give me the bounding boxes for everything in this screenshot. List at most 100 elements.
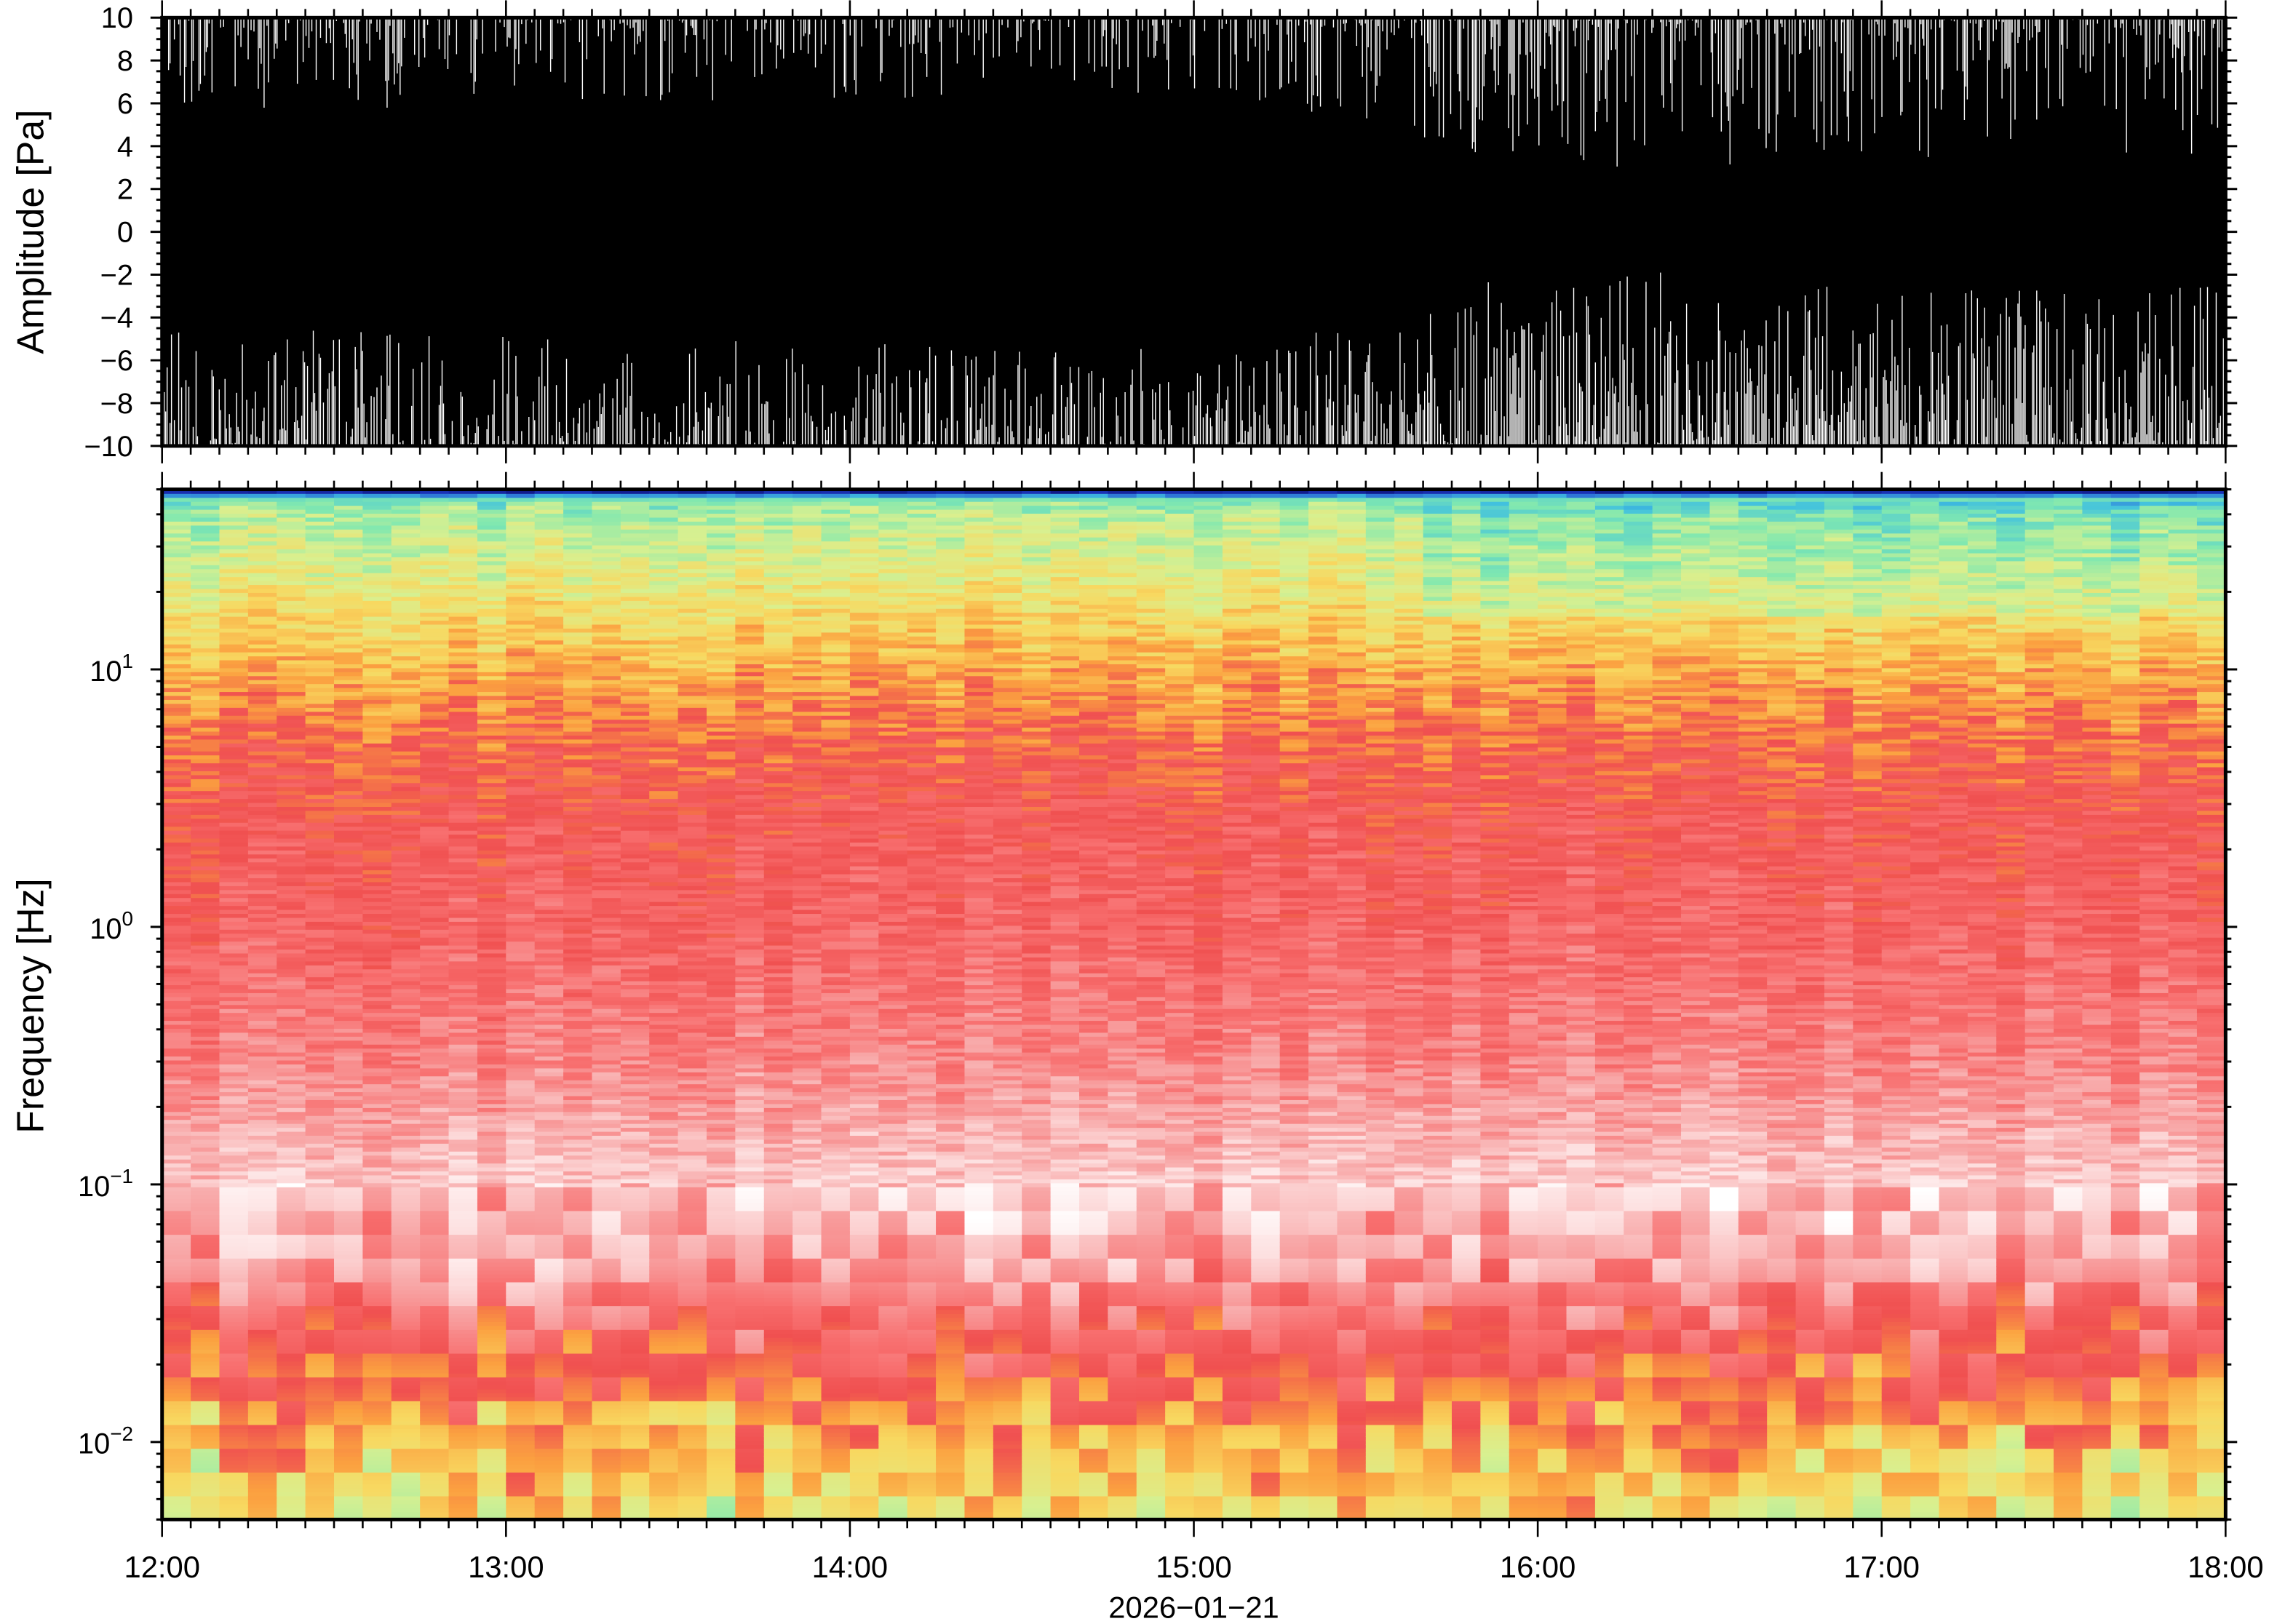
spectrogram-cell [362,1147,392,1152]
spectrogram-cell [391,1119,421,1124]
spectrogram-cell [334,1468,364,1473]
spectrogram-cell [477,1313,507,1318]
spectrogram-cell [391,1004,421,1009]
spectrogram-cell [362,731,392,736]
spectrogram-cell [391,1143,421,1148]
spectrogram-cell [277,763,306,768]
spectrogram-cell [277,1254,306,1259]
spectrogram-cell [305,992,335,998]
spectrogram-cell [448,560,478,565]
spectrogram-cell [191,565,220,570]
spectrogram-cell [277,1043,306,1049]
spectrogram-cell [219,771,249,776]
spectrogram-cell [391,1479,421,1485]
spectrogram-cell [362,1020,392,1025]
spectrogram-cell [162,1107,191,1112]
spectrogram-cell [477,731,507,736]
spectrogram-cell [391,1305,421,1310]
spectrogram-cell [277,1500,306,1505]
spectrogram-cell [448,1214,478,1219]
spectrogram-cell [448,779,478,784]
spectrogram-cell [391,1234,421,1239]
spectrogram-cell [448,1393,478,1398]
spectrogram-cell [191,1171,220,1176]
spectrogram-cell [162,501,191,506]
spectrogram-cell [334,509,364,514]
spectrogram-cell [362,821,392,827]
spectrogram-cell [334,952,364,958]
spectrogram-cell [277,1032,306,1037]
spectrogram-cell [191,1190,220,1195]
spectrogram-cell [334,821,364,827]
spectrogram-cell [362,1123,392,1129]
spectrogram-cell [477,1171,507,1176]
spectrogram-cell [362,1056,392,1061]
spectrogram-cell [191,600,220,605]
spectrogram-cell [334,1190,364,1195]
spectrogram-cell [391,711,421,716]
spectrogram-cell [277,1305,306,1310]
spectrogram-cell [420,1456,450,1461]
spectrogram-cell [448,1222,478,1227]
spectrogram-cell [162,1440,191,1445]
spectrogram-cell [477,1270,507,1275]
spectrogram-cell [334,766,364,771]
spectrogram-cell [277,980,306,986]
spectrogram-cell [391,1357,421,1362]
spectrogram-cell [219,513,249,518]
spectrogram-cell [448,1385,478,1390]
spectrogram-cell [420,1095,450,1100]
spectrogram-cell [277,957,306,962]
spectrogram-cell [305,897,335,902]
spectrogram-cell [219,1004,249,1009]
spectrogram-cell [391,996,421,1001]
spectrogram-cell [334,1032,364,1037]
spectrogram-cell [334,596,364,601]
spectrogram-cell [391,1155,421,1160]
spectrogram-cell [391,1468,421,1473]
spectrogram-cell [247,810,278,815]
spectrogram-cell [277,861,306,867]
spectrogram-cell [477,837,507,843]
spectrogram-cell [362,921,392,926]
spectrogram-cell [247,1495,278,1500]
spectrogram-cell [162,1242,191,1247]
spectrogram-cell [420,1349,450,1354]
spectrogram-cell [191,1313,220,1318]
spectrogram-cell [334,1072,364,1077]
spectrogram-cell [448,1460,478,1465]
spectrogram-cell [305,1329,335,1334]
spectrogram-cell [277,774,306,779]
spectrogram-cell [191,897,220,902]
spectrogram-cell [391,984,421,990]
spectrogram-cell [448,1329,478,1334]
spectrogram-cell [191,834,220,839]
spectrogram-cell [277,1365,306,1370]
spectrogram-cell [305,921,335,926]
spectrogram-cell [162,1278,191,1283]
spectrogram-cell [362,1333,392,1338]
spectrogram-cell [277,1349,306,1354]
spectrogram-cell [362,1179,392,1184]
spectrogram-cell [219,1028,249,1033]
spectrogram-cell [362,501,392,506]
spectrogram-cell [162,628,191,633]
y-tick-label: −2 [100,259,133,291]
spectrogram-cell [477,1476,507,1481]
spectrogram-cell [334,505,364,510]
spectrogram-cell [162,1380,191,1386]
spectrogram-cell [305,1297,335,1302]
spectrogram-cell [448,731,478,736]
spectrogram-cell [334,1179,364,1184]
spectrogram-cell [362,628,392,633]
spectrogram-cell [448,572,478,578]
spectrogram-cell [305,588,335,593]
spectrogram-cell [448,497,478,502]
spectrogram-cell [477,1210,507,1215]
spectrogram-cell [420,865,450,871]
spectrogram-cell [362,909,392,915]
spectrogram-cell [247,1479,278,1485]
spectrogram-cell [391,1293,421,1299]
spectrogram-cell [277,588,306,593]
spectrogram-cell [334,1147,364,1152]
